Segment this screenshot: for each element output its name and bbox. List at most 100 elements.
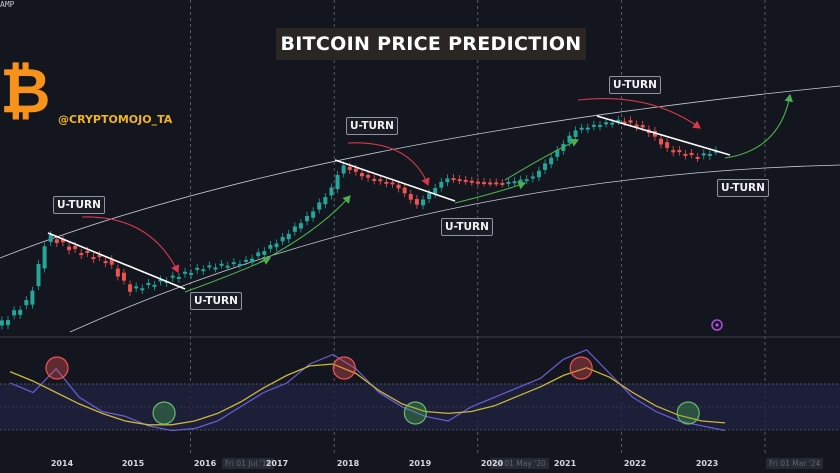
candle-body xyxy=(457,179,462,182)
candle-body xyxy=(286,233,291,240)
oversold-marker xyxy=(676,401,700,425)
candle-body xyxy=(79,253,84,256)
candle-body xyxy=(665,142,670,148)
candle-body xyxy=(182,271,187,274)
x-tick-2021: 2021 xyxy=(553,459,577,468)
candle-body xyxy=(91,257,96,260)
x-tick-2017: 2017 xyxy=(265,459,289,468)
x-tick-2020: 2020 xyxy=(480,459,504,468)
candle-body xyxy=(311,211,316,218)
candle-body xyxy=(701,153,706,156)
x-tick-2022: 2022 xyxy=(623,459,647,468)
candle-body xyxy=(195,267,200,270)
reversal-arrow xyxy=(81,216,180,273)
candle-body xyxy=(134,286,139,289)
candle-body xyxy=(579,127,584,130)
uturn-label-2023: U-TURN xyxy=(717,179,769,197)
candle-body xyxy=(48,234,53,242)
candle-body xyxy=(439,181,444,188)
channel-layer xyxy=(0,85,840,333)
candle-body xyxy=(329,187,334,196)
candle-body xyxy=(219,263,224,266)
candle-body xyxy=(67,246,72,251)
candle-body xyxy=(335,174,340,190)
candle-body xyxy=(573,130,578,137)
candle-body xyxy=(616,119,621,122)
candle-body xyxy=(512,181,517,184)
trendline-layer xyxy=(47,115,731,290)
candle-layer xyxy=(0,115,718,330)
overbought-marker xyxy=(332,356,356,380)
candle-body xyxy=(366,174,371,178)
candle-body xyxy=(543,163,548,170)
channel-upper xyxy=(0,85,840,259)
candle-body xyxy=(237,263,242,266)
reversal-arrow xyxy=(577,98,701,129)
settings-circle-dot xyxy=(715,323,719,327)
candle-body xyxy=(176,276,181,279)
candle-body xyxy=(353,168,358,172)
candle-body xyxy=(451,178,456,181)
uturn-label-2016: U-TURN xyxy=(190,292,242,310)
candle-body xyxy=(262,251,267,255)
watermark-text: AMP xyxy=(0,0,15,9)
candle-body xyxy=(591,124,596,127)
overbought-marker xyxy=(45,356,69,380)
candle-body xyxy=(317,202,322,210)
candle-body xyxy=(390,182,395,185)
candle-body xyxy=(414,199,419,205)
projection-arrow xyxy=(504,138,580,181)
candle-body xyxy=(225,265,230,268)
projection-arrow xyxy=(259,195,351,263)
uturn-label-2021: U-TURN xyxy=(609,76,661,94)
candle-body xyxy=(109,259,114,265)
candle-body xyxy=(244,259,249,262)
candle-body xyxy=(518,179,523,182)
candle-body xyxy=(604,122,609,125)
candle-body xyxy=(18,309,23,315)
candle-body xyxy=(213,267,218,270)
candle-body xyxy=(298,223,303,229)
candle-body xyxy=(24,300,29,306)
candle-body xyxy=(463,179,468,182)
candle-body xyxy=(372,178,377,181)
candle-body xyxy=(689,152,694,155)
candle-body xyxy=(628,120,633,123)
candle-body xyxy=(152,284,157,287)
candle-body xyxy=(97,255,102,258)
settings-circle-icon xyxy=(711,319,723,331)
candle-body xyxy=(610,122,615,125)
oscillator-line xyxy=(9,349,726,432)
candle-body xyxy=(5,320,10,326)
candle-body xyxy=(683,153,688,156)
candle-body xyxy=(146,283,151,286)
candle-body xyxy=(54,239,59,243)
projection-arrow xyxy=(724,93,794,159)
candle-body xyxy=(659,138,664,145)
bitcoin-logo-icon: ₿ xyxy=(0,54,51,127)
candle-body xyxy=(170,275,175,278)
candle-body xyxy=(274,243,279,248)
candle-body xyxy=(530,176,535,179)
candle-body xyxy=(597,125,602,128)
candle-body xyxy=(140,288,145,291)
candle-body xyxy=(42,246,47,269)
candle-body xyxy=(189,272,194,275)
x-tick-2015: 2015 xyxy=(121,459,145,468)
projection-arrow xyxy=(454,181,527,204)
candle-body xyxy=(640,125,645,128)
candle-body xyxy=(433,187,438,194)
candle-body xyxy=(421,199,425,206)
candle-body xyxy=(85,250,90,253)
candle-body xyxy=(677,150,682,153)
candle-body xyxy=(482,182,487,185)
candle-body xyxy=(250,258,255,263)
candle-body xyxy=(567,135,572,143)
arrow-layer xyxy=(81,93,794,293)
candle-body xyxy=(524,179,529,182)
date-box-2024: Fri 01 Mar '24 xyxy=(766,458,824,469)
candle-body xyxy=(128,284,133,292)
candle-body xyxy=(695,156,700,159)
candle-body xyxy=(60,238,65,243)
candle-body xyxy=(396,184,401,189)
